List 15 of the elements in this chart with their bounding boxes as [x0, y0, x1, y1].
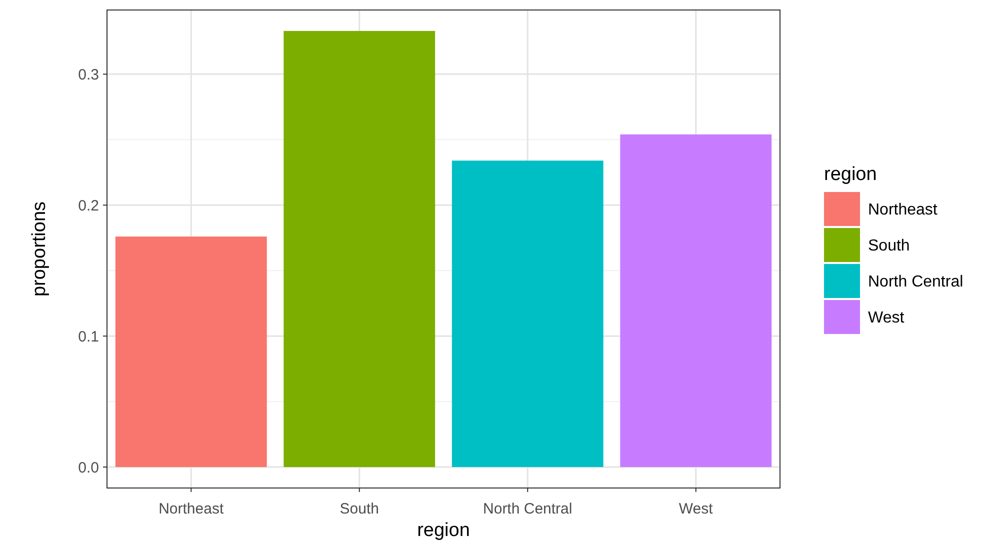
legend-label: Northeast	[868, 202, 938, 219]
legend-label: West	[868, 310, 905, 327]
y-tick-label: 0.2	[78, 197, 99, 214]
y-tick-label: 0.0	[78, 459, 99, 476]
y-tick-label: 0.3	[78, 66, 99, 84]
y-tick-label: 0.1	[78, 328, 99, 346]
y-axis-title: proportions	[29, 201, 50, 297]
legend-label: North Central	[868, 274, 964, 291]
legend-label: South	[868, 238, 910, 255]
x-axis-title: region	[417, 520, 470, 541]
x-tick-label: Northeast	[158, 500, 224, 518]
legend-title: region	[824, 164, 877, 185]
x-tick-label: North Central	[483, 500, 572, 518]
x-tick-label: South	[340, 500, 379, 518]
x-tick-label: West	[678, 500, 714, 518]
